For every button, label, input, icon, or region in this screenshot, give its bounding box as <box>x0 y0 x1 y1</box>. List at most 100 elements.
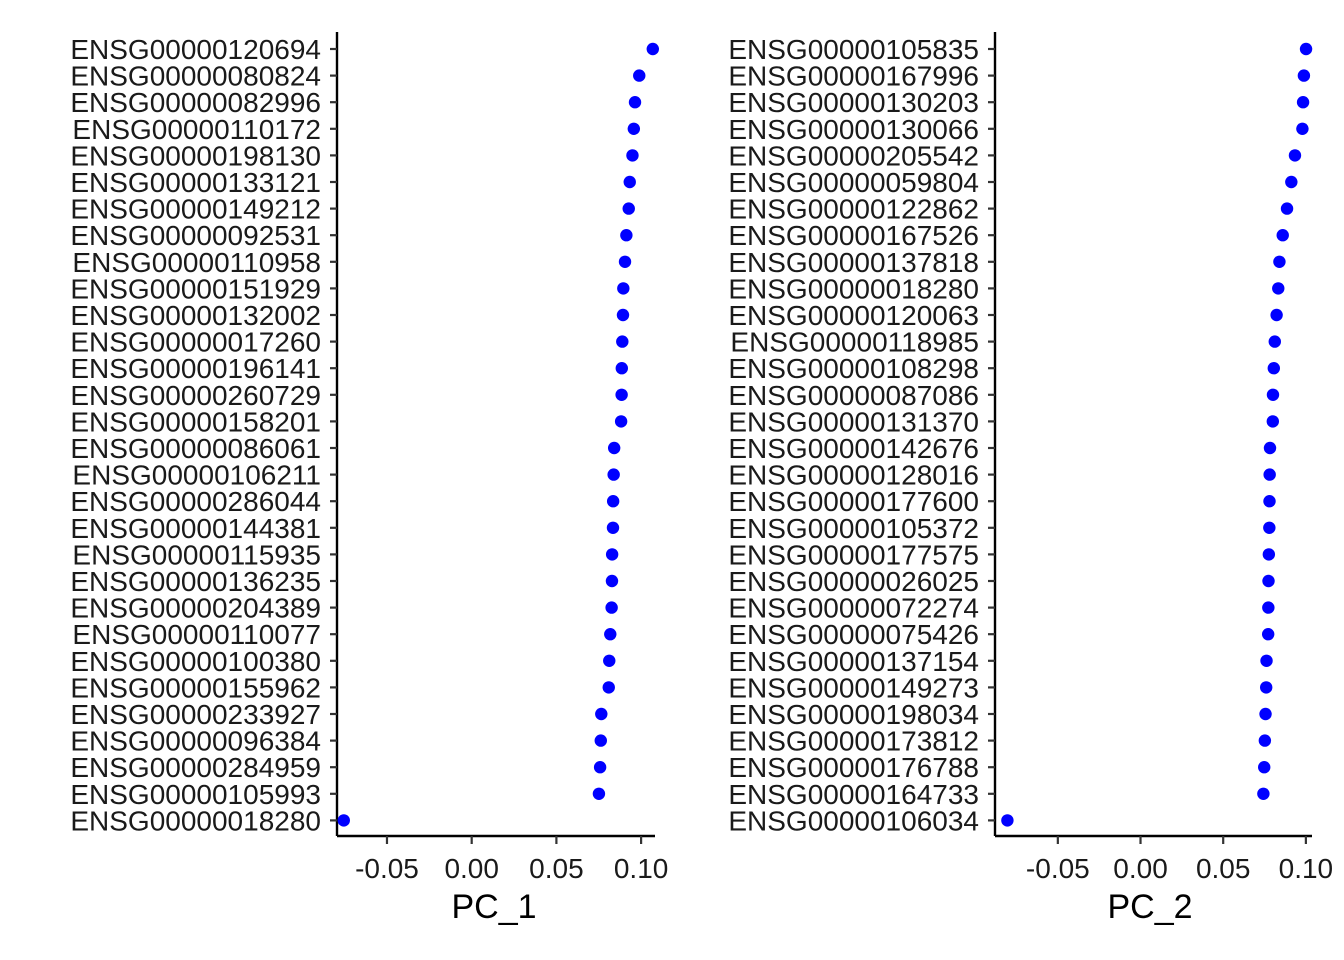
panel-1: ENSG00000120694ENSG00000080824ENSG000000… <box>70 32 668 926</box>
loading-point <box>1273 255 1286 268</box>
gene-label: ENSG00000092531 <box>70 220 321 251</box>
loading-point <box>617 282 630 295</box>
gene-label: ENSG00000128016 <box>728 460 979 491</box>
gene-label: ENSG00000142676 <box>728 433 979 464</box>
gene-label: ENSG00000115935 <box>72 539 321 570</box>
gene-label: ENSG00000087086 <box>728 380 979 411</box>
loading-point <box>622 202 635 215</box>
loading-point <box>1257 787 1270 800</box>
gene-label: ENSG00000110172 <box>72 114 321 145</box>
loading-point <box>646 42 659 56</box>
gene-label: ENSG00000105993 <box>70 779 321 810</box>
loading-point <box>1001 814 1014 827</box>
loading-point <box>606 495 620 508</box>
gene-label: ENSG00000075426 <box>728 619 979 650</box>
loading-point <box>1296 122 1309 135</box>
loading-point <box>1262 574 1275 588</box>
gene-label: ENSG00000286044 <box>70 486 321 517</box>
loading-point <box>592 787 606 800</box>
loading-point <box>1272 282 1285 295</box>
gene-label: ENSG00000167996 <box>728 61 979 92</box>
loading-point <box>623 175 636 189</box>
gene-label: ENSG00000136235 <box>70 566 321 597</box>
loading-point <box>1276 229 1289 242</box>
gene-label: ENSG00000086061 <box>70 433 321 464</box>
gene-label: ENSG00000106211 <box>72 460 321 491</box>
loading-point <box>633 69 646 82</box>
gene-label: ENSG00000177600 <box>728 486 979 517</box>
loading-point <box>626 149 639 162</box>
loading-point <box>1297 69 1311 82</box>
loading-point <box>1288 149 1302 162</box>
gene-label: ENSG00000122862 <box>728 194 979 225</box>
gene-label: ENSG00000132002 <box>70 300 321 331</box>
gene-label: ENSG00000233927 <box>70 699 321 730</box>
x-tick-label: 0.05 <box>529 853 584 884</box>
x-tick-label: 0.10 <box>614 853 669 884</box>
x-axis-title: PC_1 <box>451 888 536 926</box>
loading-point <box>595 707 608 721</box>
gene-label: ENSG00000176788 <box>728 752 979 783</box>
loading-point <box>606 521 620 534</box>
gene-label: ENSG00000100380 <box>70 646 321 677</box>
loading-point <box>1261 628 1275 641</box>
panel-2: ENSG00000105835ENSG00000167996ENSG000001… <box>728 32 1333 926</box>
gene-label: ENSG00000137818 <box>728 247 979 278</box>
loading-point <box>1263 495 1276 508</box>
loading-point <box>593 761 607 774</box>
gene-label: ENSG00000137154 <box>728 646 979 677</box>
loading-point <box>620 229 633 242</box>
gene-label: ENSG00000105372 <box>728 513 979 544</box>
gene-label: ENSG00000120694 <box>70 34 321 65</box>
gene-label: ENSG00000173812 <box>728 726 979 757</box>
gene-label: ENSG00000131370 <box>728 406 979 437</box>
gene-label: ENSG00000158201 <box>70 406 321 437</box>
gene-label: ENSG00000080824 <box>70 61 321 92</box>
gene-label: ENSG00000106034 <box>728 805 979 836</box>
loading-point <box>1266 388 1280 401</box>
loading-point <box>1285 175 1298 189</box>
loading-point <box>1258 761 1271 774</box>
x-tick-label: 0.10 <box>1279 853 1334 884</box>
loading-point <box>1259 681 1273 694</box>
loading-point <box>1270 308 1283 322</box>
gene-label: ENSG00000177575 <box>728 539 979 570</box>
x-axis-title: PC_2 <box>1107 888 1192 926</box>
gene-label: ENSG00000017260 <box>70 327 321 358</box>
loading-point <box>1266 415 1280 428</box>
gene-label: ENSG00000155962 <box>70 672 321 703</box>
gene-label: ENSG00000149212 <box>70 194 321 225</box>
gene-label: ENSG00000110958 <box>72 247 321 278</box>
loading-point <box>603 654 616 667</box>
gene-label: ENSG00000018280 <box>728 273 979 304</box>
gene-label: ENSG00000151929 <box>70 273 321 304</box>
loading-point <box>616 308 630 322</box>
loading-point <box>615 388 628 401</box>
x-tick-label: -0.05 <box>1026 853 1090 884</box>
gene-label: ENSG00000167526 <box>728 220 979 251</box>
gene-label: ENSG00000026025 <box>728 566 979 597</box>
gene-label: ENSG00000198130 <box>70 140 321 171</box>
x-tick-label: 0.00 <box>444 853 499 884</box>
loading-point <box>605 601 618 614</box>
loading-point <box>602 681 615 694</box>
loading-point <box>607 441 621 455</box>
gene-label: ENSG00000120063 <box>728 300 979 331</box>
gene-label: ENSG00000204389 <box>70 593 321 624</box>
gene-label: ENSG00000198034 <box>728 699 979 730</box>
gene-label: ENSG00000072274 <box>728 593 979 624</box>
loading-point <box>1299 42 1313 56</box>
loading-point <box>615 362 628 375</box>
gene-label: ENSG00000130203 <box>728 87 979 118</box>
gene-label: ENSG00000108298 <box>728 353 979 384</box>
gene-label: ENSG00000018280 <box>70 805 321 836</box>
gene-label: ENSG00000260729 <box>70 380 321 411</box>
loading-point <box>1280 202 1294 215</box>
gene-label: ENSG00000149273 <box>728 672 979 703</box>
loading-point <box>1296 96 1310 109</box>
x-tick-label: -0.05 <box>355 853 419 884</box>
gene-label: ENSG00000082996 <box>70 87 321 118</box>
gene-label: ENSG00000118985 <box>730 327 979 358</box>
loading-point <box>1260 654 1273 667</box>
